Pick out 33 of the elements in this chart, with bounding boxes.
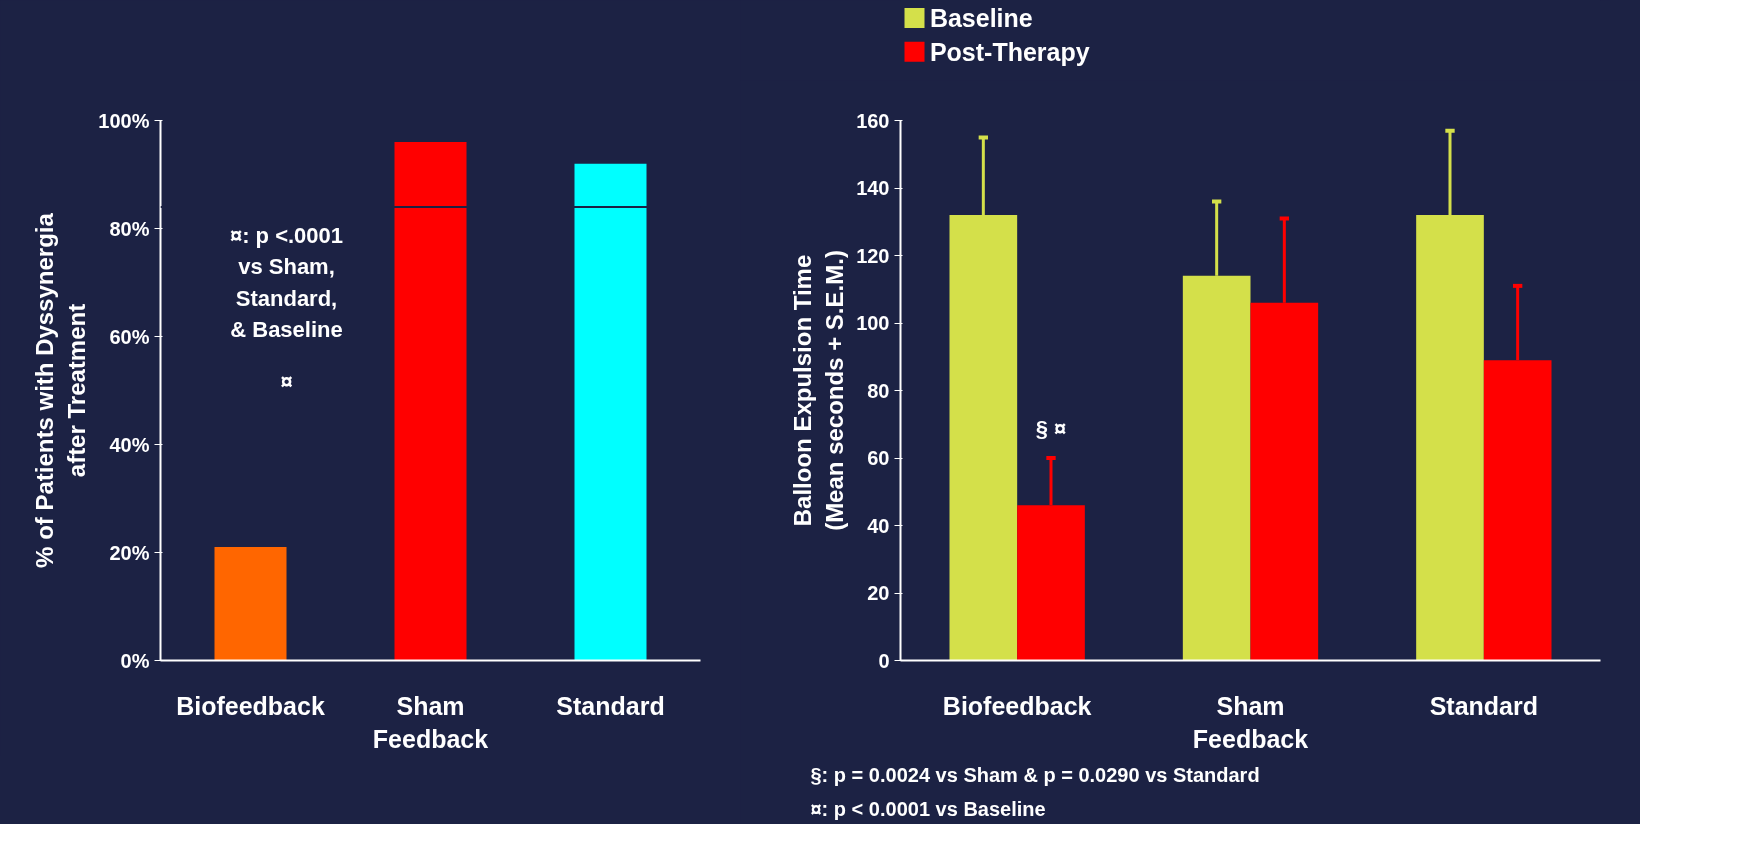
y-tick-label: 40% [109,433,150,456]
text: §: p = 0.0024 vs Sham & p = 0.0290 vs Standard [810,763,1260,786]
x-tick-label: Sham Feedback [372,691,489,754]
annotation: ¤ [280,368,293,394]
bar [394,142,467,661]
y-tick-label: 80% [109,217,150,240]
bar [574,163,647,661]
x-tick-label: Standard [1429,691,1539,720]
y-tick-label: 140 [856,177,890,199]
bar [214,547,287,661]
y-tick-label: 0% [120,649,150,672]
y-tick-label: 60% [109,325,150,348]
y-tick-label: 100 [856,312,890,334]
y-tick-label: 160 [856,109,890,132]
y-tick-label: 100% [98,109,150,132]
annotation: § ¤ [1035,416,1067,442]
text: ¤: p < 0.0001 vs Baseline [810,797,1046,820]
y-axis-title: % of Patients with Dyssynergia after Treatment [30,212,91,568]
x-tick-label: Standard [556,691,665,720]
y-tick-label: 40 [867,514,890,537]
y-tick-label: 120 [856,244,890,267]
y-tick-label: 60 [867,447,890,469]
y-axis-title: Balloon Expulsion Time (Mean seconds + S.E.M.) [788,250,849,531]
y-tick-label: 80 [867,379,890,402]
y-tick-label: 20% [109,541,150,564]
annotation: ¤: p <.0001 vs Sham, Standard, & Baseline [229,223,344,342]
x-tick-label: Biofeedback [942,691,1092,720]
x-tick-label: Sham Feedback [1192,691,1309,754]
legend-label: Baseline [929,4,1033,33]
y-tick-label: 0 [878,649,890,672]
x-tick-label: Biofeedback [176,691,325,720]
y-tick-label: 20 [867,582,890,604]
legend-label: Post-Therapy [929,37,1090,66]
